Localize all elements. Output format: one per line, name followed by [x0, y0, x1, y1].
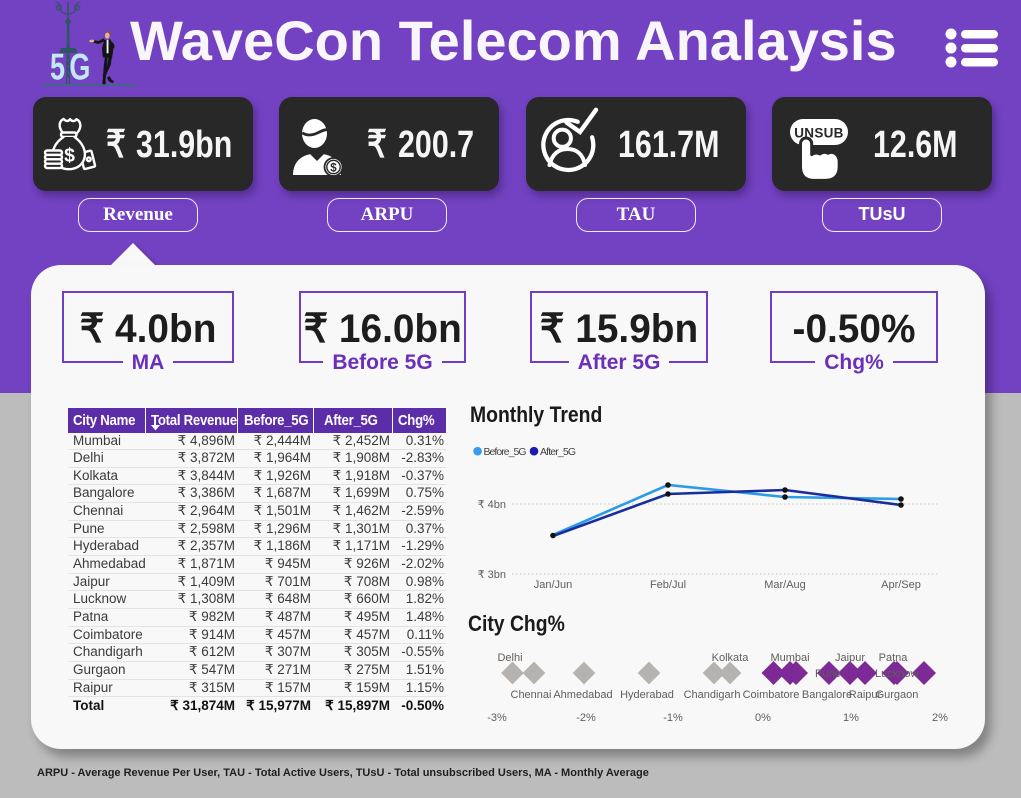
svg-text:Coimbatore: Coimbatore: [743, 689, 800, 701]
svg-text:Feb/Jul: Feb/Jul: [650, 579, 686, 591]
svg-text:Bangalore: Bangalore: [802, 689, 852, 701]
svg-text:Ahmedabad: Ahmedabad: [553, 689, 612, 701]
svg-text:Jan/Jun: Jan/Jun: [534, 579, 573, 591]
svg-text:-3%: -3%: [487, 712, 507, 724]
svg-text:Chennai: Chennai: [511, 689, 552, 701]
svg-text:Chandigarh: Chandigarh: [684, 689, 741, 701]
svg-text:Raipur: Raipur: [849, 689, 882, 701]
svg-text:Patna: Patna: [879, 652, 909, 664]
svg-text:Lucknow: Lucknow: [875, 668, 918, 680]
svg-text:After_5G: After_5G: [540, 446, 576, 458]
svg-text:2%: 2%: [932, 712, 948, 724]
svg-text:₹ 3bn: ₹ 3bn: [478, 569, 506, 581]
svg-text:Pune: Pune: [815, 668, 841, 680]
svg-text:5G: 5G: [50, 46, 95, 87]
svg-text:Gurgaon: Gurgaon: [876, 689, 919, 701]
svg-text:$: $: [330, 162, 337, 174]
svg-text:Hyderabad: Hyderabad: [620, 689, 674, 701]
svg-text:Jaipur: Jaipur: [835, 652, 865, 664]
svg-text:1%: 1%: [843, 712, 859, 724]
svg-text:Mar/Aug: Mar/Aug: [764, 579, 806, 591]
svg-text:$: $: [64, 145, 75, 167]
svg-text:0%: 0%: [755, 712, 771, 724]
svg-text:-1%: -1%: [663, 712, 683, 724]
svg-text:Delhi: Delhi: [497, 652, 522, 664]
svg-text:-2%: -2%: [576, 712, 596, 724]
svg-text:Apr/Sep: Apr/Sep: [881, 579, 921, 591]
svg-text:Mumbai: Mumbai: [770, 652, 809, 664]
svg-text:₹ 4bn: ₹ 4bn: [478, 499, 506, 511]
svg-text:Kolkata: Kolkata: [712, 652, 750, 664]
svg-text:Before_5G: Before_5G: [484, 446, 527, 458]
